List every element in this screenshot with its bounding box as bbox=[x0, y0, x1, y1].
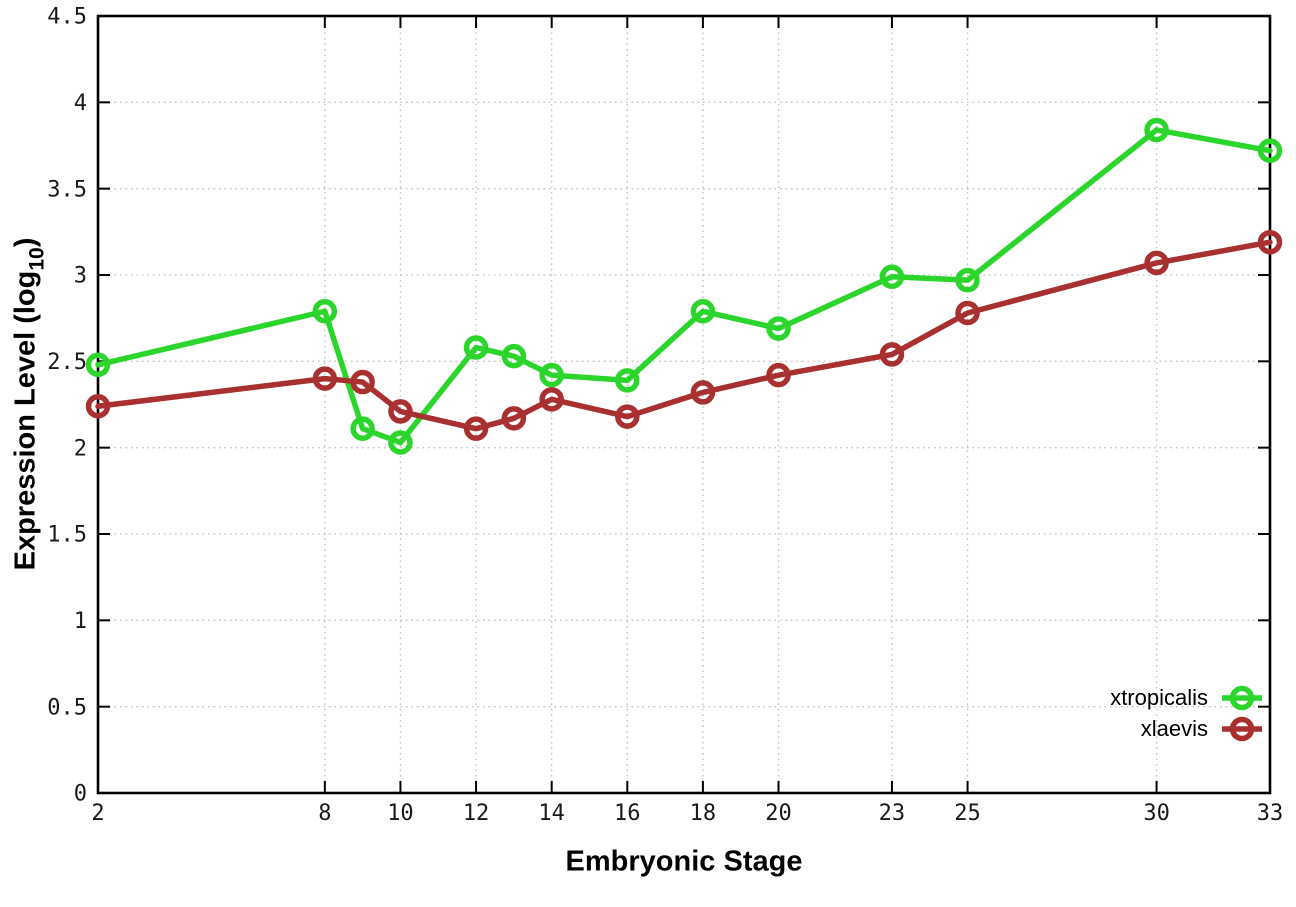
data-point-marker-xlaevis bbox=[388, 399, 413, 424]
legend-sample-circle-icon bbox=[1229, 685, 1255, 711]
y-axis-title: Expression Level (log10) bbox=[9, 237, 49, 571]
data-point-marker-xlaevis bbox=[350, 369, 375, 395]
data-point-marker-xlaevis bbox=[463, 416, 489, 441]
legend-marker-xtropicalis bbox=[1222, 685, 1262, 711]
x-tick-label: 18 bbox=[690, 801, 717, 826]
data-point-marker-xtropicalis bbox=[1144, 117, 1169, 143]
x-tick-label: 25 bbox=[954, 801, 981, 826]
y-tick-label: 2 bbox=[74, 436, 87, 461]
data-point-marker-xtropicalis bbox=[766, 316, 791, 341]
data-point-marker-xlaevis bbox=[312, 366, 338, 391]
x-tick-label: 10 bbox=[387, 801, 414, 826]
legend-label-xtropicalis: xtropicalis bbox=[1110, 685, 1208, 710]
y-axis-title-subscript: 10 bbox=[25, 247, 49, 271]
y-tick-label: 4.5 bbox=[47, 5, 87, 30]
legend-item-xlaevis: xlaevis bbox=[1141, 715, 1263, 743]
y-tick-label: 0.5 bbox=[47, 695, 87, 720]
x-tick-label: 8 bbox=[318, 801, 331, 826]
y-tick-label: 0 bbox=[74, 782, 87, 807]
data-point-marker-xlaevis bbox=[1144, 250, 1169, 276]
x-tick-label: 23 bbox=[879, 801, 906, 826]
x-tick-label: 33 bbox=[1257, 801, 1284, 826]
x-tick-label: 20 bbox=[765, 801, 792, 826]
data-point-marker-xtropicalis bbox=[501, 343, 527, 369]
data-point-marker-xlaevis bbox=[690, 380, 716, 405]
data-point-marker-xtropicalis bbox=[955, 267, 980, 293]
data-point-marker-xtropicalis bbox=[350, 416, 375, 441]
legend-marker-xlaevis bbox=[1222, 716, 1262, 742]
data-point-marker-xlaevis bbox=[539, 387, 564, 412]
data-point-marker-xlaevis bbox=[1257, 229, 1283, 255]
data-point-marker-xlaevis bbox=[85, 393, 111, 419]
x-tick-label: 12 bbox=[463, 801, 490, 826]
data-point-marker-xtropicalis bbox=[879, 264, 905, 289]
data-point-marker-xtropicalis bbox=[312, 299, 338, 324]
legend: xtropicalis xlaevis bbox=[1110, 684, 1263, 743]
data-point-marker-xtropicalis bbox=[85, 352, 111, 378]
y-tick-label: 4 bbox=[74, 91, 87, 116]
legend-sample-circle-icon bbox=[1229, 716, 1255, 742]
series-line-xlaevis bbox=[95, 239, 1273, 432]
data-point-marker-xtropicalis bbox=[690, 299, 716, 324]
data-point-marker-xlaevis bbox=[955, 300, 980, 326]
x-axis-title: Embryonic Stage bbox=[565, 845, 803, 878]
y-axis-title-text: Expression Level (log bbox=[9, 270, 42, 571]
y-tick-label: 3.5 bbox=[47, 177, 87, 202]
x-tick-label: 30 bbox=[1143, 801, 1170, 826]
data-point-marker-xlaevis bbox=[879, 342, 905, 367]
data-point-marker-xlaevis bbox=[615, 404, 640, 429]
data-point-marker-xtropicalis bbox=[539, 362, 564, 388]
plot-border bbox=[96, 14, 1272, 795]
data-point-marker-xtropicalis bbox=[1257, 138, 1283, 163]
data-point-marker-xtropicalis bbox=[388, 430, 413, 455]
y-tick-label: 2.5 bbox=[47, 350, 87, 375]
data-point-marker-xlaevis bbox=[501, 406, 527, 431]
data-point-marker-xtropicalis bbox=[463, 335, 489, 360]
legend-label-xlaevis: xlaevis bbox=[1140, 716, 1208, 741]
legend-item-xtropicalis: xtropicalis bbox=[1110, 684, 1263, 712]
x-tick-label: 2 bbox=[91, 801, 104, 826]
series-line-xtropicalis bbox=[95, 127, 1273, 446]
data-point-marker-xtropicalis bbox=[615, 368, 640, 393]
y-axis-title-close: ) bbox=[9, 237, 42, 248]
y-tick-label: 1 bbox=[74, 609, 87, 634]
data-point-marker-xlaevis bbox=[766, 362, 791, 388]
x-tick-label: 16 bbox=[614, 801, 641, 826]
y-tick-label: 1.5 bbox=[47, 523, 87, 548]
x-tick-label: 14 bbox=[538, 801, 565, 826]
y-tick-label: 3 bbox=[74, 264, 87, 289]
